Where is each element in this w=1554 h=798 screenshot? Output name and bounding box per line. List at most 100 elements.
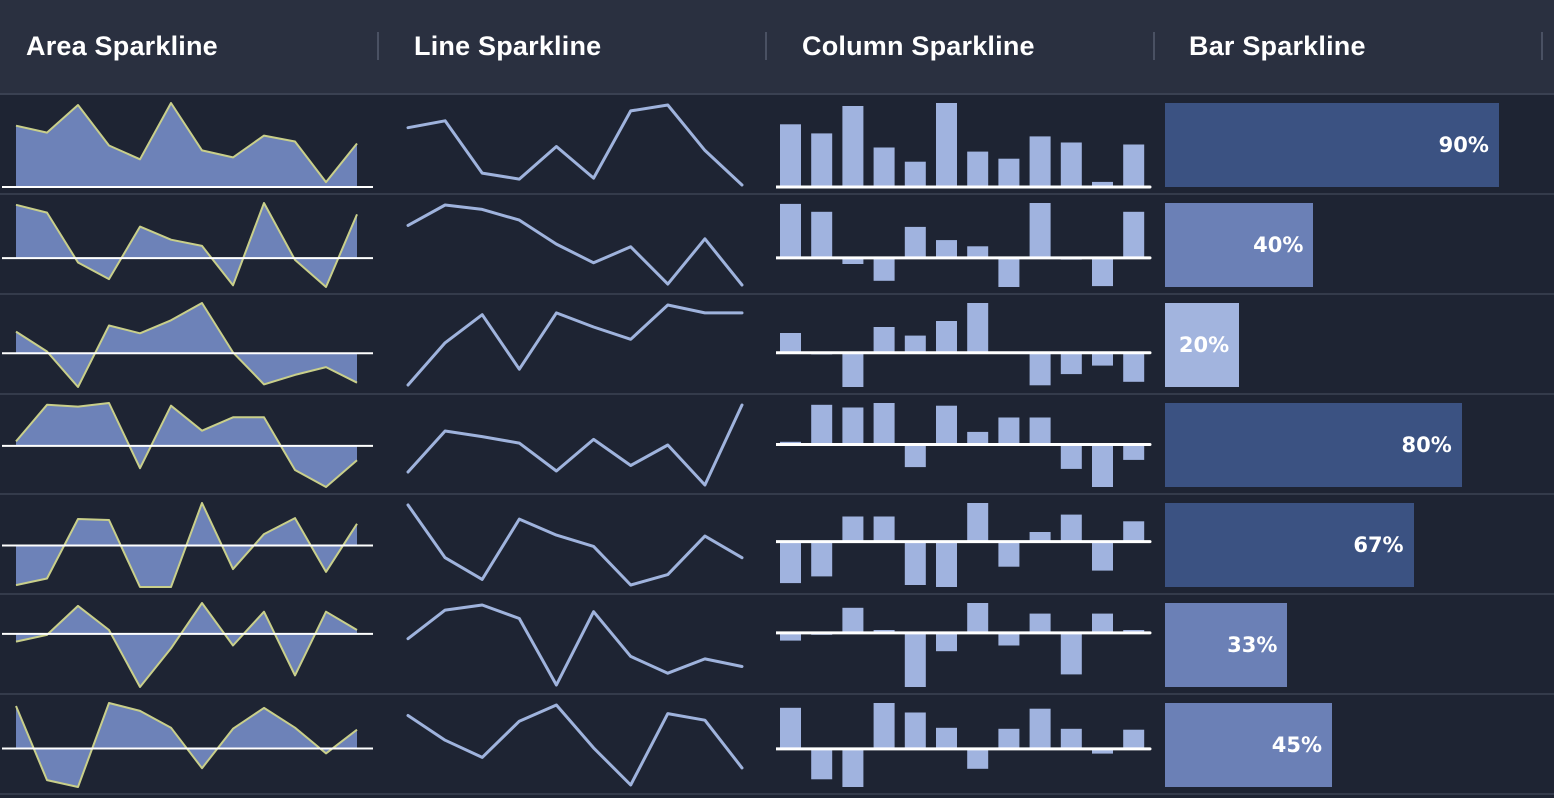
line-series bbox=[406, 403, 744, 487]
line-sparkline-cell bbox=[388, 295, 776, 395]
column-sparkline bbox=[776, 403, 1152, 487]
bar-fill: 45% bbox=[1165, 703, 1332, 787]
area-fill bbox=[16, 203, 357, 287]
column-bar bbox=[842, 257, 864, 264]
column-bar bbox=[1092, 444, 1113, 487]
column-bar bbox=[1123, 729, 1145, 749]
bar-fill: 67% bbox=[1165, 503, 1414, 587]
bar-fill: 90% bbox=[1165, 103, 1499, 187]
bar-fill: 33% bbox=[1165, 603, 1288, 687]
column-bar bbox=[998, 417, 1020, 445]
area-line bbox=[15, 402, 358, 488]
column-bar bbox=[811, 133, 833, 187]
column-bar bbox=[1029, 417, 1051, 445]
line-sparkline-cell bbox=[388, 95, 776, 195]
line-series bbox=[406, 203, 744, 287]
column-bar bbox=[1123, 211, 1145, 258]
area-sparkline-cell bbox=[0, 95, 388, 195]
column-bar bbox=[842, 407, 864, 445]
column-bar bbox=[873, 257, 895, 281]
bar-fill: 80% bbox=[1165, 403, 1462, 487]
column-bar bbox=[1092, 613, 1113, 633]
column-bar bbox=[1029, 708, 1051, 749]
column-bar bbox=[811, 541, 833, 577]
column-bar bbox=[1060, 444, 1082, 469]
column-bar bbox=[811, 404, 833, 445]
column-resize-handle[interactable] bbox=[1153, 32, 1155, 60]
column-bar bbox=[904, 226, 926, 258]
column-bar bbox=[811, 211, 833, 258]
column-bar bbox=[842, 607, 864, 633]
column-bar bbox=[1029, 613, 1051, 633]
column-resize-handle[interactable] bbox=[377, 32, 379, 60]
column-sparkline bbox=[776, 103, 1152, 189]
column-resize-handle[interactable] bbox=[1541, 32, 1543, 60]
area-sparkline-cell bbox=[0, 395, 388, 495]
column-bar bbox=[904, 444, 926, 468]
column-bar bbox=[904, 161, 926, 187]
bar-value-label: 80% bbox=[1401, 433, 1452, 457]
column-bar bbox=[1029, 136, 1051, 187]
column-bar bbox=[1029, 532, 1051, 542]
column-sparkline bbox=[776, 503, 1152, 587]
table-row: 40% bbox=[0, 195, 1554, 295]
column-bar bbox=[780, 707, 801, 749]
column-bar bbox=[842, 748, 864, 787]
line-sparkline bbox=[406, 603, 744, 687]
column-bar bbox=[967, 603, 989, 633]
bar-sparkline-cell: 45% bbox=[1164, 695, 1540, 795]
line-sparkline bbox=[406, 403, 744, 487]
column-sparkline bbox=[776, 203, 1152, 287]
table-row: 90% bbox=[0, 95, 1554, 195]
area-sparkline bbox=[2, 402, 373, 488]
column-bar bbox=[1029, 352, 1051, 386]
line-sparkline bbox=[406, 303, 744, 387]
column-sparkline-cell bbox=[776, 395, 1164, 495]
line-sparkline bbox=[406, 203, 744, 287]
column-bar bbox=[842, 352, 864, 387]
column-bar bbox=[842, 106, 864, 187]
column-bar bbox=[936, 103, 957, 187]
header-line-sparkline[interactable]: Line Sparkline bbox=[414, 31, 602, 61]
area-sparkline bbox=[2, 202, 373, 288]
bar-sparkline-cell: 33% bbox=[1164, 595, 1540, 695]
area-sparkline bbox=[2, 102, 373, 188]
line-series bbox=[406, 503, 744, 587]
column-bar bbox=[811, 748, 833, 780]
column-bar bbox=[936, 240, 957, 258]
column-bar bbox=[998, 257, 1020, 287]
column-bar bbox=[1092, 541, 1113, 571]
column-bar bbox=[1092, 352, 1113, 366]
bar-sparkline-cell: 80% bbox=[1164, 395, 1540, 495]
column-resize-handle[interactable] bbox=[765, 32, 767, 60]
column-bar bbox=[1123, 352, 1145, 382]
bar-sparkline-cell: 20% bbox=[1164, 295, 1540, 395]
column-bar bbox=[780, 632, 801, 641]
column-bar bbox=[904, 335, 926, 353]
area-line bbox=[15, 202, 358, 288]
header-area-sparkline[interactable]: Area Sparkline bbox=[26, 31, 218, 61]
column-bar bbox=[873, 516, 895, 542]
column-bar bbox=[1092, 748, 1113, 754]
line-sparkline bbox=[406, 503, 744, 587]
header-column-sparkline[interactable]: Column Sparkline bbox=[802, 31, 1035, 61]
column-bar bbox=[998, 541, 1020, 567]
column-bar bbox=[967, 431, 989, 445]
line-series bbox=[406, 103, 744, 187]
area-line bbox=[15, 302, 358, 388]
line-sparkline-cell bbox=[388, 695, 776, 795]
header-bar-sparkline[interactable]: Bar Sparkline bbox=[1189, 31, 1366, 61]
column-sparkline-cell bbox=[776, 295, 1164, 395]
bar-value-label: 90% bbox=[1438, 133, 1489, 157]
column-sparkline-cell bbox=[776, 195, 1164, 295]
column-bar bbox=[1060, 728, 1082, 749]
column-sparkline-cell bbox=[776, 95, 1164, 195]
area-sparkline-cell bbox=[0, 195, 388, 295]
column-bar bbox=[780, 333, 801, 353]
column-bar bbox=[967, 503, 989, 542]
line-sparkline-cell bbox=[388, 495, 776, 595]
line-sparkline-cell bbox=[388, 395, 776, 495]
bar-fill: 40% bbox=[1165, 203, 1314, 287]
column-bar bbox=[967, 748, 989, 769]
bar-sparkline-cell: 90% bbox=[1164, 95, 1540, 195]
